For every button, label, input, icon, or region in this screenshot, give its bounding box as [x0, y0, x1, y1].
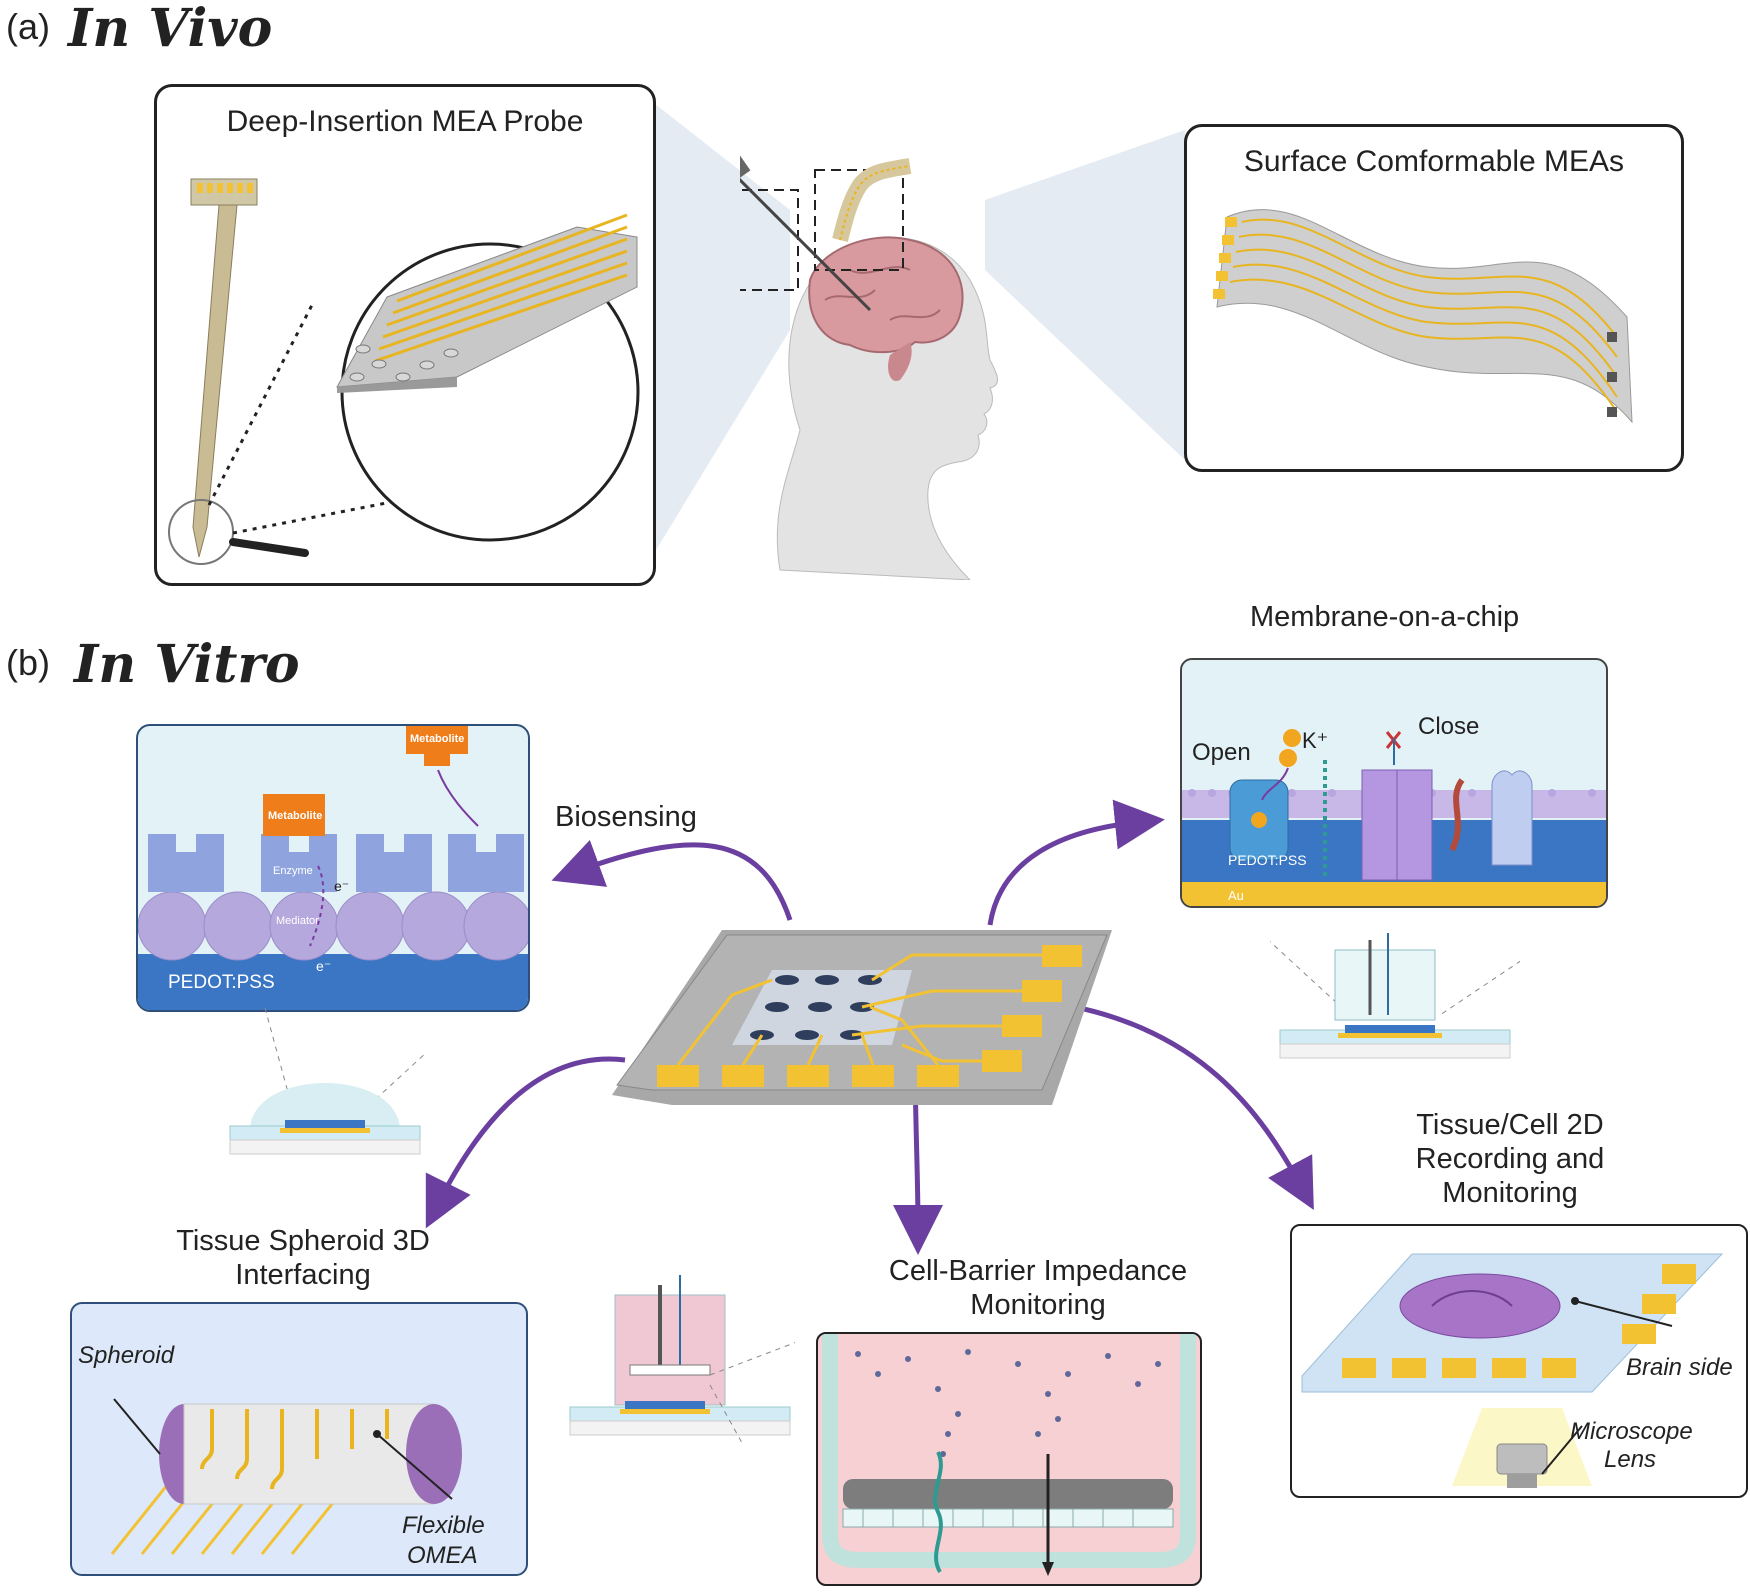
head-brain-illustration — [740, 145, 998, 580]
barrier-box — [816, 1332, 1202, 1586]
microscope-lens-label-2: Lens — [1604, 1446, 1657, 1473]
biosensing-illustration: Metabolite Metabolite Enzyme Mediator e⁻… — [138, 726, 528, 1010]
tissue2d-title-2: Recording and — [1415, 1143, 1605, 1175]
brain-side-label: Brain side — [1626, 1354, 1733, 1381]
barrier-device — [569, 1275, 795, 1445]
membrane-close-label: Close — [1418, 713, 1479, 740]
barrier-illustration — [822, 1334, 1196, 1576]
barrier-title-1: Cell-Barrier Impedance — [888, 1255, 1188, 1287]
biosensing-box: Metabolite Metabolite Enzyme Mediator e⁻… — [136, 724, 530, 1012]
mediator-label: Mediator — [276, 915, 319, 927]
probe-illustration — [168, 178, 640, 565]
panel-a-letter: (a) — [6, 6, 50, 47]
zoom-wedges — [650, 100, 1185, 560]
deep-probe-title: Deep-Insertion MEA Probe — [226, 105, 584, 138]
membrane-pedot-label: PEDOT:PSS — [1228, 852, 1307, 868]
surface-mea-illustration — [1213, 209, 1633, 424]
spheroid-label: Spheroid — [78, 1342, 175, 1369]
metabolite-label-2: Metabolite — [410, 733, 464, 745]
membrane-open-label: Open — [1192, 739, 1251, 766]
deep-probe-box: Deep-Insertion MEA Probe — [154, 84, 656, 586]
surface-meas-box: Surface Comformable MEAs — [1184, 124, 1684, 472]
metabolite-label-1: Metabolite — [268, 810, 322, 822]
flex-omea-label-2: OMEA — [407, 1542, 478, 1569]
enzyme-label: Enzyme — [273, 865, 313, 877]
spheroid-title-2: Interfacing — [235, 1259, 371, 1291]
spheroid-box: Spheroid Flexible OMEA — [70, 1302, 528, 1576]
microscope-lens-label-1: Microscope — [1570, 1418, 1693, 1445]
spheroid-illustration — [110, 1398, 462, 1555]
panel-b-letter: (b) — [6, 642, 50, 683]
biosensing-device — [229, 1008, 425, 1155]
membrane-box: Open K⁺ Close PEDOT:PSS Au — [1180, 658, 1608, 908]
membrane-au-label: Au — [1228, 888, 1244, 903]
tissue2d-box: Brain side Microscope Lens — [1290, 1224, 1748, 1498]
surface-meas-title: Surface Comformable MEAs — [1243, 145, 1625, 178]
membrane-title: Membrane-on-a-chip — [1250, 601, 1520, 633]
panel-a-title: In Vivo — [68, 0, 273, 59]
flex-omea-label-1: Flexible — [402, 1512, 485, 1539]
biosensing-pedot-label: PEDOT:PSS — [168, 972, 275, 993]
membrane-ion-label: K⁺ — [1302, 728, 1328, 753]
biosensing-title: Biosensing — [555, 801, 697, 833]
central-mea-chip — [612, 930, 1112, 1105]
membrane-device — [1270, 933, 1520, 1059]
tissue2d-title-3: Monitoring — [1442, 1177, 1578, 1209]
membrane-illustration: Open K⁺ Close PEDOT:PSS Au — [1182, 713, 1606, 906]
tissue2d-title-1: Tissue/Cell 2D — [1416, 1109, 1604, 1141]
spheroid-title-1: Tissue Spheroid 3D — [176, 1225, 430, 1257]
barrier-title-2: Monitoring — [970, 1289, 1106, 1321]
panel-b-title: In Vitro — [74, 634, 300, 695]
electron-label-2: e⁻ — [316, 958, 331, 974]
electron-label-1: e⁻ — [334, 878, 349, 894]
tissue2d-illustration — [1301, 1253, 1724, 1488]
